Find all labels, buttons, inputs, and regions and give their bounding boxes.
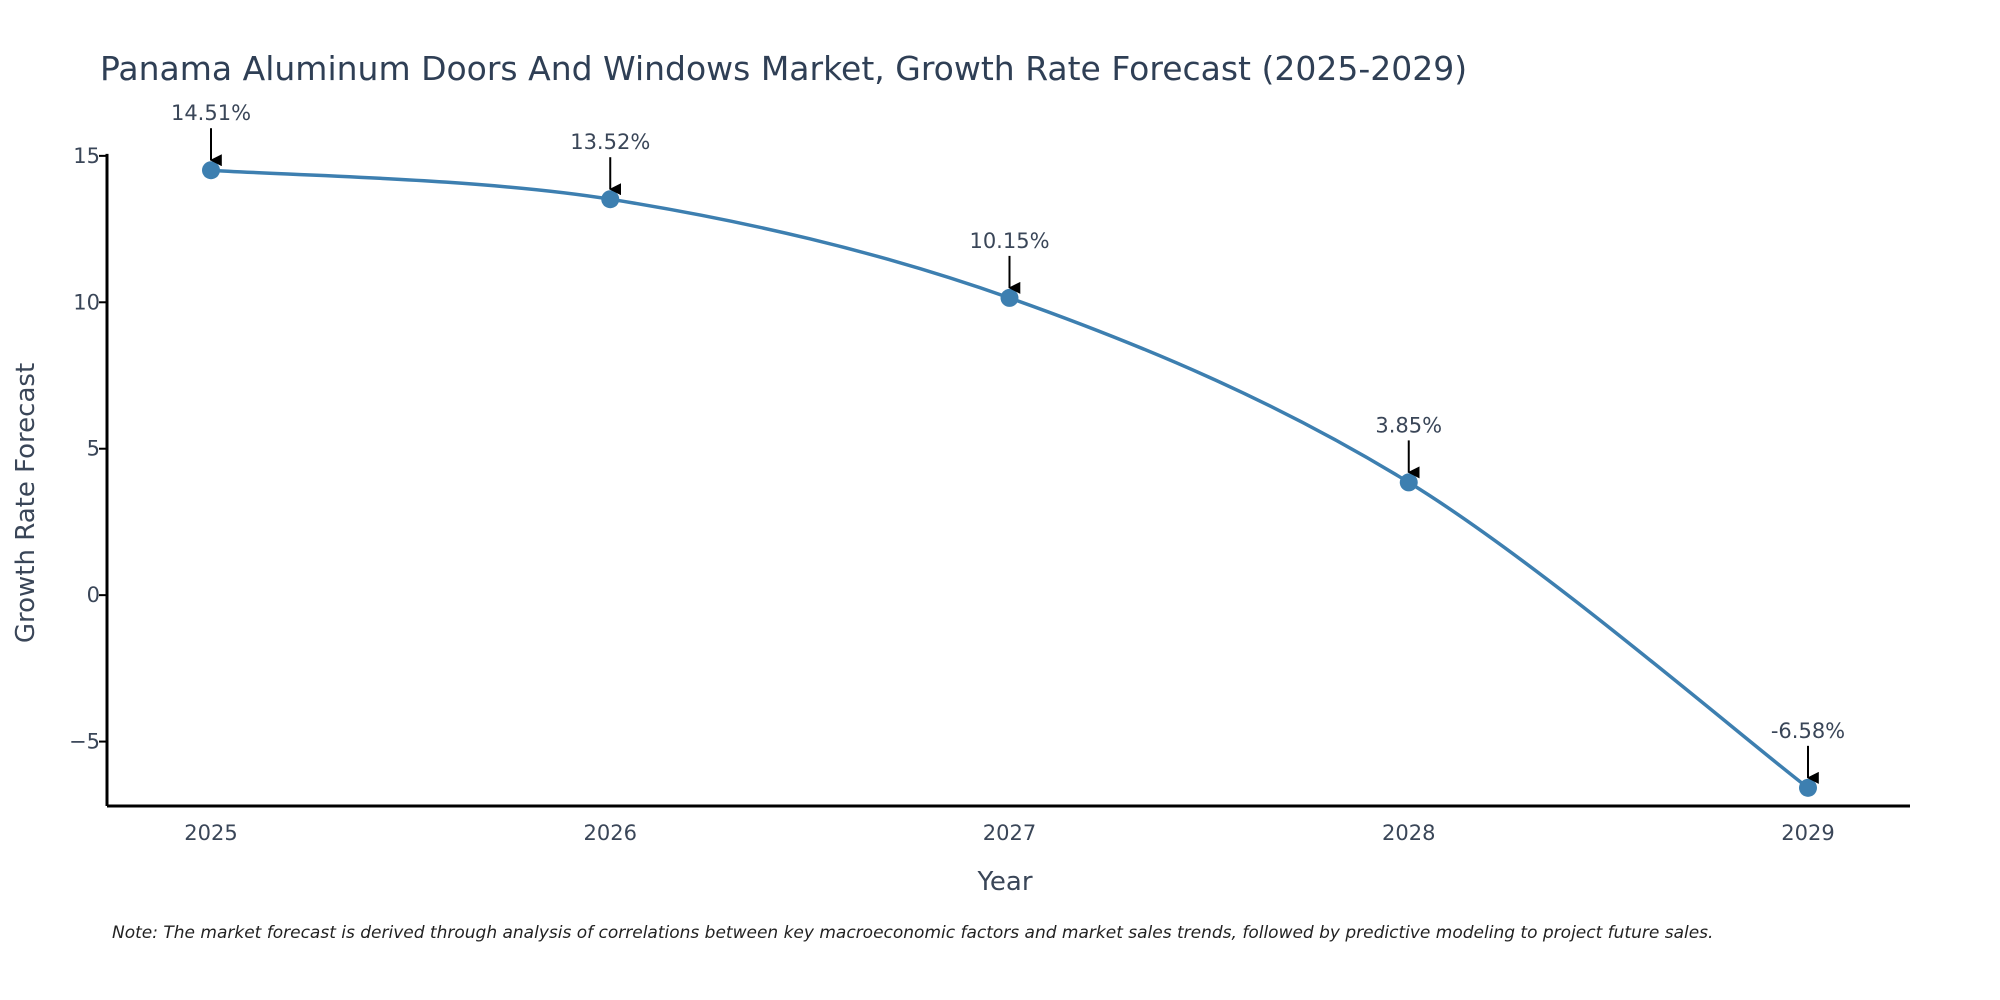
y-tick-label: 10 [73,290,100,314]
data-label: -6.58% [1771,719,1845,743]
y-axis-ticks: 15 10 5 0 −5 [69,144,107,754]
y-tick-label: 5 [87,437,100,461]
data-label: 13.52% [570,130,650,154]
x-tick-label: 2025 [184,821,237,845]
x-tick-label: 2029 [1781,821,1834,845]
data-label: 3.85% [1375,413,1442,437]
chart-title: Panama Aluminum Doors And Windows Market… [100,49,1467,88]
x-tick-label: 2026 [584,821,637,845]
y-axis-title: Growth Rate Forecast [11,363,41,643]
data-point-marker [1000,288,1019,307]
x-tick-label: 2027 [983,821,1036,845]
data-point-marker [1799,778,1817,797]
y-tick-label: 0 [87,583,100,607]
data-point-marker [1399,473,1418,492]
forecast-note: Note: The market forecast is derived thr… [112,923,1713,943]
y-tick-label: −5 [69,730,100,754]
growth-rate-line [210,168,1810,790]
y-tick-label: 15 [73,144,100,168]
x-axis-title: Year [976,867,1032,897]
data-label: 14.51% [171,101,251,125]
data-label: 10.15% [969,229,1049,253]
x-tick-label: 2028 [1382,821,1435,845]
data-point-marker [601,190,620,209]
data-label-annotations: 14.51% 13.52% 10.15% 3.85% -6.58% [171,101,1845,784]
x-axis-ticks: 2025 2026 2027 2028 2029 [184,821,1834,845]
data-point-marker [202,161,220,180]
